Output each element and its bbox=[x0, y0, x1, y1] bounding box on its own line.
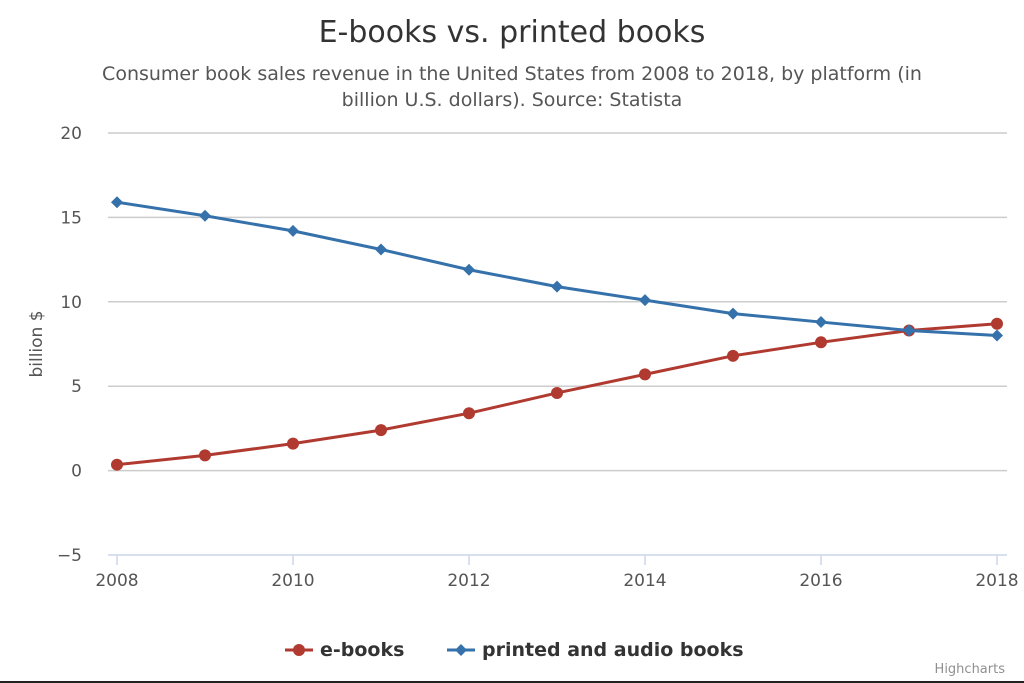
y-tick-label: 10 bbox=[60, 293, 82, 313]
y-tick-label: −5 bbox=[57, 546, 82, 566]
data-point[interactable] bbox=[551, 280, 563, 293]
data-point[interactable] bbox=[199, 209, 211, 222]
legend-label-ebooks: e-books bbox=[320, 639, 404, 661]
data-point[interactable] bbox=[903, 324, 915, 337]
credits-link[interactable]: Highcharts bbox=[935, 662, 1006, 677]
legend-item-printed[interactable]: printed and audio books bbox=[447, 639, 744, 661]
legend-item-ebooks[interactable]: e-books bbox=[285, 639, 404, 661]
y-axis-title: billion $ bbox=[27, 310, 47, 377]
data-point[interactable] bbox=[639, 368, 651, 381]
data-point[interactable] bbox=[375, 243, 387, 256]
x-tick-label: 2008 bbox=[95, 571, 138, 591]
data-point[interactable] bbox=[991, 329, 1003, 342]
x-tick-label: 2014 bbox=[623, 571, 666, 591]
x-tick-label: 2016 bbox=[799, 571, 842, 591]
legend-marker-printed bbox=[455, 644, 467, 656]
y-axis: −5 0 5 10 15 20 bbox=[57, 124, 82, 566]
data-point[interactable] bbox=[287, 224, 299, 237]
series-printed bbox=[111, 196, 1003, 342]
data-point[interactable] bbox=[727, 307, 739, 320]
data-point[interactable] bbox=[463, 263, 475, 276]
chart-subtitle-line-1: Consumer book sales revenue in the Unite… bbox=[102, 63, 922, 85]
data-point[interactable] bbox=[287, 437, 299, 450]
data-point[interactable] bbox=[199, 449, 211, 462]
data-point[interactable] bbox=[815, 316, 827, 329]
series-line bbox=[116, 200, 998, 338]
legend-marker-ebooks bbox=[293, 644, 305, 656]
chart-title: E-books vs. printed books bbox=[319, 15, 706, 50]
data-point[interactable] bbox=[991, 317, 1003, 330]
y-tick-label: 15 bbox=[60, 208, 82, 228]
grid-lines bbox=[108, 132, 1007, 556]
y-tick-label: 5 bbox=[71, 377, 82, 397]
series-group bbox=[111, 196, 1003, 471]
data-point[interactable] bbox=[815, 336, 827, 349]
data-point[interactable] bbox=[375, 424, 387, 437]
data-point[interactable] bbox=[111, 458, 123, 471]
x-tick-label: 2010 bbox=[271, 571, 314, 591]
data-point[interactable] bbox=[111, 196, 123, 209]
data-point[interactable] bbox=[551, 386, 563, 399]
series-ebooks bbox=[111, 317, 1003, 471]
x-axis: 2008 2010 2012 2014 2016 2018 bbox=[95, 555, 1019, 591]
y-tick-label: 20 bbox=[60, 124, 82, 144]
x-tick-label: 2012 bbox=[447, 571, 490, 591]
data-point[interactable] bbox=[639, 294, 651, 307]
x-tick-label: 2018 bbox=[975, 571, 1018, 591]
data-point[interactable] bbox=[727, 349, 739, 362]
y-tick-label: 0 bbox=[71, 462, 82, 482]
legend: e-books printed and audio books bbox=[285, 639, 744, 661]
bottom-border bbox=[0, 681, 1024, 683]
data-point[interactable] bbox=[463, 407, 475, 420]
legend-label-printed: printed and audio books bbox=[482, 639, 744, 661]
chart-subtitle-line-2: billion U.S. dollars). Source: Statista bbox=[342, 89, 683, 111]
